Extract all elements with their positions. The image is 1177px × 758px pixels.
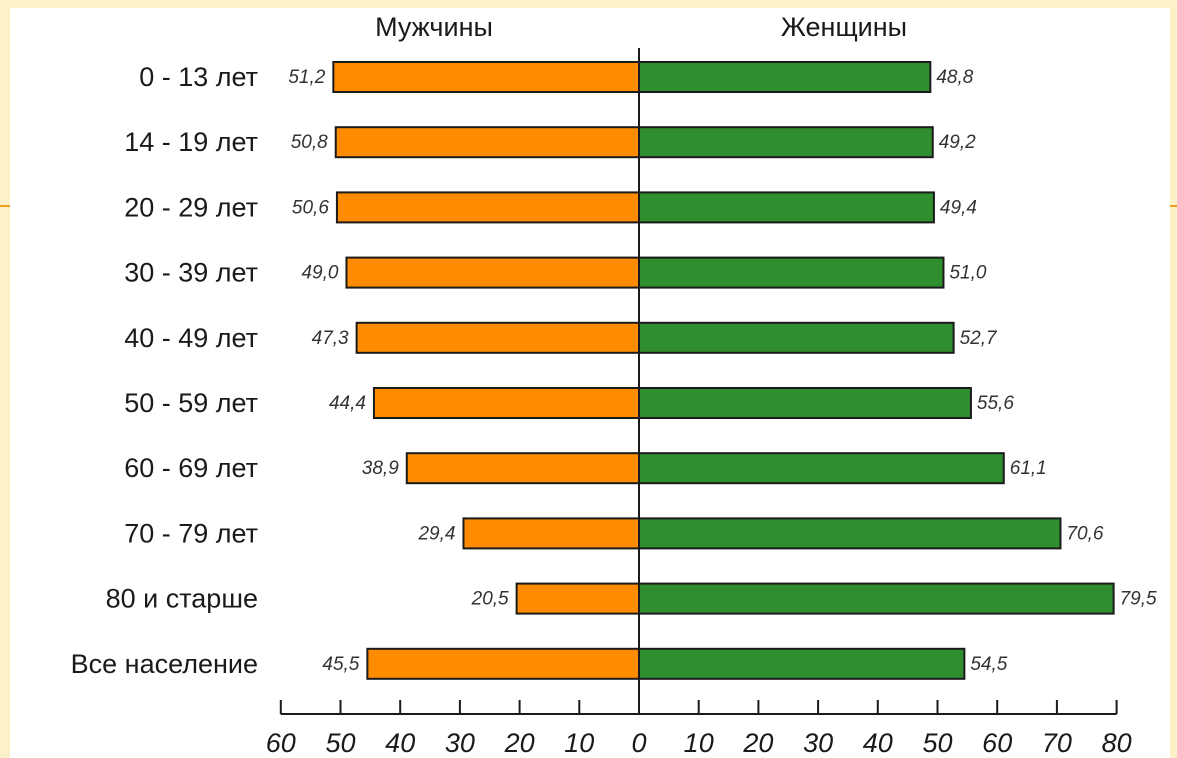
- bar-men: [462, 517, 640, 550]
- value-label-women: 51,0: [949, 263, 986, 284]
- category-label: 40 - 49 лет: [124, 323, 258, 353]
- bars: [332, 61, 1115, 680]
- bar-women: [638, 387, 972, 419]
- bar-women: [638, 191, 935, 224]
- category-label: 60 - 69 лет: [124, 453, 258, 483]
- x-axis: 60 50 40 30 20 10 0 10 20 30 40 50 60 70 80: [266, 48, 1132, 758]
- series-headers: Мужчины Женщины: [375, 12, 907, 42]
- bar-women: [638, 647, 966, 680]
- bar-men: [345, 256, 640, 289]
- value-label-women: 48,8: [936, 67, 973, 88]
- tick-label: 10: [684, 728, 714, 758]
- tick-label: 60: [266, 728, 296, 758]
- value-label-men: 20,5: [471, 589, 509, 610]
- tick-label: 50: [325, 728, 355, 758]
- bar-women: [638, 61, 932, 93]
- value-label-men: 51,2: [288, 67, 325, 88]
- value-label-women: 49,4: [940, 197, 977, 218]
- bar-women: [638, 126, 934, 159]
- value-label-men: 29,4: [417, 523, 455, 544]
- bar-men: [372, 387, 640, 419]
- category-label: 70 - 79 лет: [124, 518, 258, 548]
- category-label: 50 - 59 лет: [124, 388, 258, 418]
- tick-label: 0: [631, 728, 646, 758]
- chart-panel: Мужчины Женщины 0 - 13 лет 14 - 19 лет 20 …: [10, 8, 1170, 758]
- category-label: 14 - 19 лет: [124, 127, 258, 157]
- population-chart: Мужчины Женщины 0 - 13 лет 14 - 19 лет 20 …: [71, 12, 1157, 758]
- category-labels: 0 - 13 лет 14 - 19 лет 20 - 29 лет 30 - 39 …: [71, 62, 258, 679]
- series-label-women: Женщины: [781, 12, 907, 42]
- tick-label: 70: [1042, 728, 1072, 758]
- tick-label: 40: [863, 728, 893, 758]
- category-label: Все население: [71, 649, 258, 679]
- value-label-women: 61,1: [1010, 458, 1047, 479]
- bar-men: [515, 582, 640, 615]
- value-label-women: 49,2: [939, 132, 976, 153]
- bar-men: [355, 321, 640, 354]
- tick-label: 30: [445, 728, 475, 758]
- value-label-men: 50,6: [292, 197, 329, 218]
- tick-label: 10: [564, 728, 594, 758]
- value-label-women: 70,6: [1066, 523, 1103, 544]
- bar-men: [366, 647, 640, 680]
- value-label-women: 79,5: [1120, 589, 1157, 610]
- category-label: 0 - 13 лет: [139, 62, 258, 92]
- category-label: 20 - 29 лет: [124, 192, 258, 222]
- bar-women: [638, 256, 945, 289]
- value-label-men: 38,9: [362, 458, 399, 479]
- tick-label: 40: [385, 728, 415, 758]
- value-label-men: 47,3: [312, 328, 349, 349]
- tick-label: 50: [922, 728, 952, 758]
- category-label: 80 и старше: [106, 584, 258, 614]
- bar-women: [638, 452, 1005, 485]
- bar-women: [638, 321, 955, 354]
- bar-men: [332, 61, 640, 93]
- tick-label: 20: [742, 728, 773, 758]
- value-label-men: 49,0: [301, 263, 338, 284]
- bar-women: [638, 517, 1062, 550]
- category-label: 30 - 39 лет: [124, 258, 258, 288]
- value-label-men: 45,5: [322, 654, 359, 675]
- value-labels: 51,2 48,8 50,8 49,2 50,6 49,4 49,0 51,0 47,3 52,7…: [288, 67, 1157, 675]
- tick-label: 30: [803, 728, 833, 758]
- tick-label: 60: [982, 728, 1012, 758]
- bar-women: [638, 582, 1115, 615]
- value-label-women: 55,6: [977, 393, 1014, 414]
- bar-men: [334, 126, 640, 159]
- value-label-women: 52,7: [960, 328, 998, 349]
- bar-men: [335, 191, 640, 224]
- value-label-men: 44,4: [329, 393, 366, 414]
- value-label-women: 54,5: [970, 654, 1007, 675]
- bar-men: [405, 452, 640, 485]
- tick-label: 80: [1102, 728, 1132, 758]
- series-label-men: Мужчины: [375, 12, 493, 42]
- value-label-men: 50,8: [291, 132, 328, 153]
- tick-label: 20: [504, 728, 535, 758]
